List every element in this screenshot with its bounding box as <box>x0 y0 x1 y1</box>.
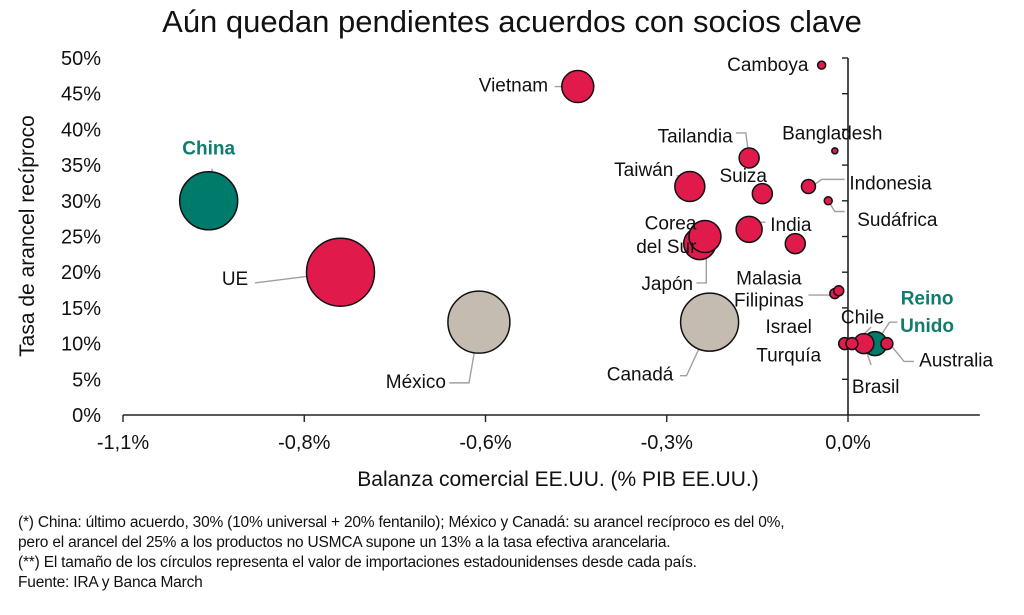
bubble-israel <box>845 336 859 351</box>
bubble-taiwán <box>674 170 706 203</box>
label-corea: Corea <box>645 213 697 234</box>
label-camboya: Camboya <box>727 55 809 76</box>
y-tick-label: 15% <box>61 298 101 320</box>
y-tick-label: 20% <box>61 262 101 284</box>
chart-title: Aún quedan pendientes acuerdos con socio… <box>162 4 862 39</box>
bubble-filipinas-2 <box>833 285 845 297</box>
bubble-canadá <box>679 292 740 352</box>
x-tick-label: 0,0% <box>825 432 871 454</box>
bubble-australia <box>880 336 894 351</box>
label-del-sur: del Sur <box>636 237 697 258</box>
bubble-ue <box>305 237 376 307</box>
label-bangladesh: Bangladesh <box>782 123 882 144</box>
label-unido: Unido <box>900 316 954 337</box>
label-china: China <box>182 138 235 159</box>
leader-line <box>888 343 914 363</box>
label-sudáfrica: Sudáfrica <box>857 210 938 231</box>
label-australia: Australia <box>919 350 993 371</box>
x-tick-label: -1,1% <box>97 432 149 454</box>
y-axis-title: Tasa de arancel recíproco <box>16 115 39 357</box>
bubble-china <box>178 171 239 231</box>
bubble-corea-del-sur <box>688 219 722 254</box>
x-tick-label: -0,8% <box>278 432 330 454</box>
label-suiza: Suiza <box>719 166 767 187</box>
y-tick-label: 0% <box>72 405 101 427</box>
leader-line <box>811 178 845 188</box>
bubbles <box>178 60 894 357</box>
label-israel: Israel <box>765 317 811 338</box>
label-japón: Japón <box>641 274 693 295</box>
label-taiwán: Taiwán <box>614 160 673 181</box>
bubble-tailandia <box>738 147 760 169</box>
bubble-indonesia <box>800 178 817 195</box>
label-canadá: Canadá <box>607 365 674 386</box>
bubble-malasia <box>784 232 807 255</box>
y-tick-label: 30% <box>61 191 101 213</box>
x-tick-label: -0,3% <box>641 432 693 454</box>
label-chile: Chile <box>841 308 884 329</box>
y-tick-label: 40% <box>61 119 101 141</box>
label-tailandia: Tailandia <box>658 126 733 147</box>
y-tick-label: 50% <box>61 48 101 70</box>
bubble-vietnam <box>561 69 595 104</box>
point-labels: China UE Vietnam Camboya Bangladesh Tailandia… <box>182 55 993 398</box>
leader-line <box>696 257 707 284</box>
footnote-2: pero el arancel del 25% a los productos … <box>18 534 671 551</box>
source-note: Fuente: IRA y Banca March <box>18 574 203 591</box>
label-vietnam: Vietnam <box>479 76 548 97</box>
y-tick-label: 35% <box>61 155 101 177</box>
label-malasia: Malasia <box>736 268 802 289</box>
bubble-chart: -1,1% -0,8% -0,6% -0,3% 0,0% 0% 5% 10% 15% 20% 25%… <box>16 48 994 491</box>
bubble-méxico <box>447 290 511 354</box>
label-reino: Reino <box>901 288 954 309</box>
footnote-3: (**) El tamaño de los círculos represent… <box>18 554 697 571</box>
footnote-1: (*) China: último acuerdo, 30% (10% univ… <box>18 514 785 531</box>
y-tick-label: 25% <box>61 227 101 249</box>
x-axis-title: Balanza comercial EE.UU. (% PIB EE.UU.) <box>357 468 758 491</box>
bubble-bangladesh <box>831 147 839 155</box>
x-tick-label: -0,6% <box>459 432 511 454</box>
bubble-camboya <box>816 60 827 70</box>
axes: -1,1% -0,8% -0,6% -0,3% 0,0% 0% 5% 10% 15% 20% 25%… <box>61 48 980 454</box>
y-tick-label: 10% <box>61 334 101 356</box>
bubble-suiza <box>751 182 774 205</box>
label-méxico: México <box>386 372 446 393</box>
label-indonesia: Indonesia <box>849 173 932 194</box>
bubble-sudáfrica <box>823 196 833 206</box>
label-brasil: Brasil <box>852 377 900 398</box>
label-india: India <box>770 215 812 236</box>
label-filipinas: Filipinas <box>734 290 804 311</box>
y-tick-label: 45% <box>61 84 101 106</box>
bubble-india <box>735 215 763 244</box>
label-ue: UE <box>222 269 248 290</box>
label-turquía: Turquía <box>756 345 821 366</box>
y-tick-label: 5% <box>72 369 101 391</box>
